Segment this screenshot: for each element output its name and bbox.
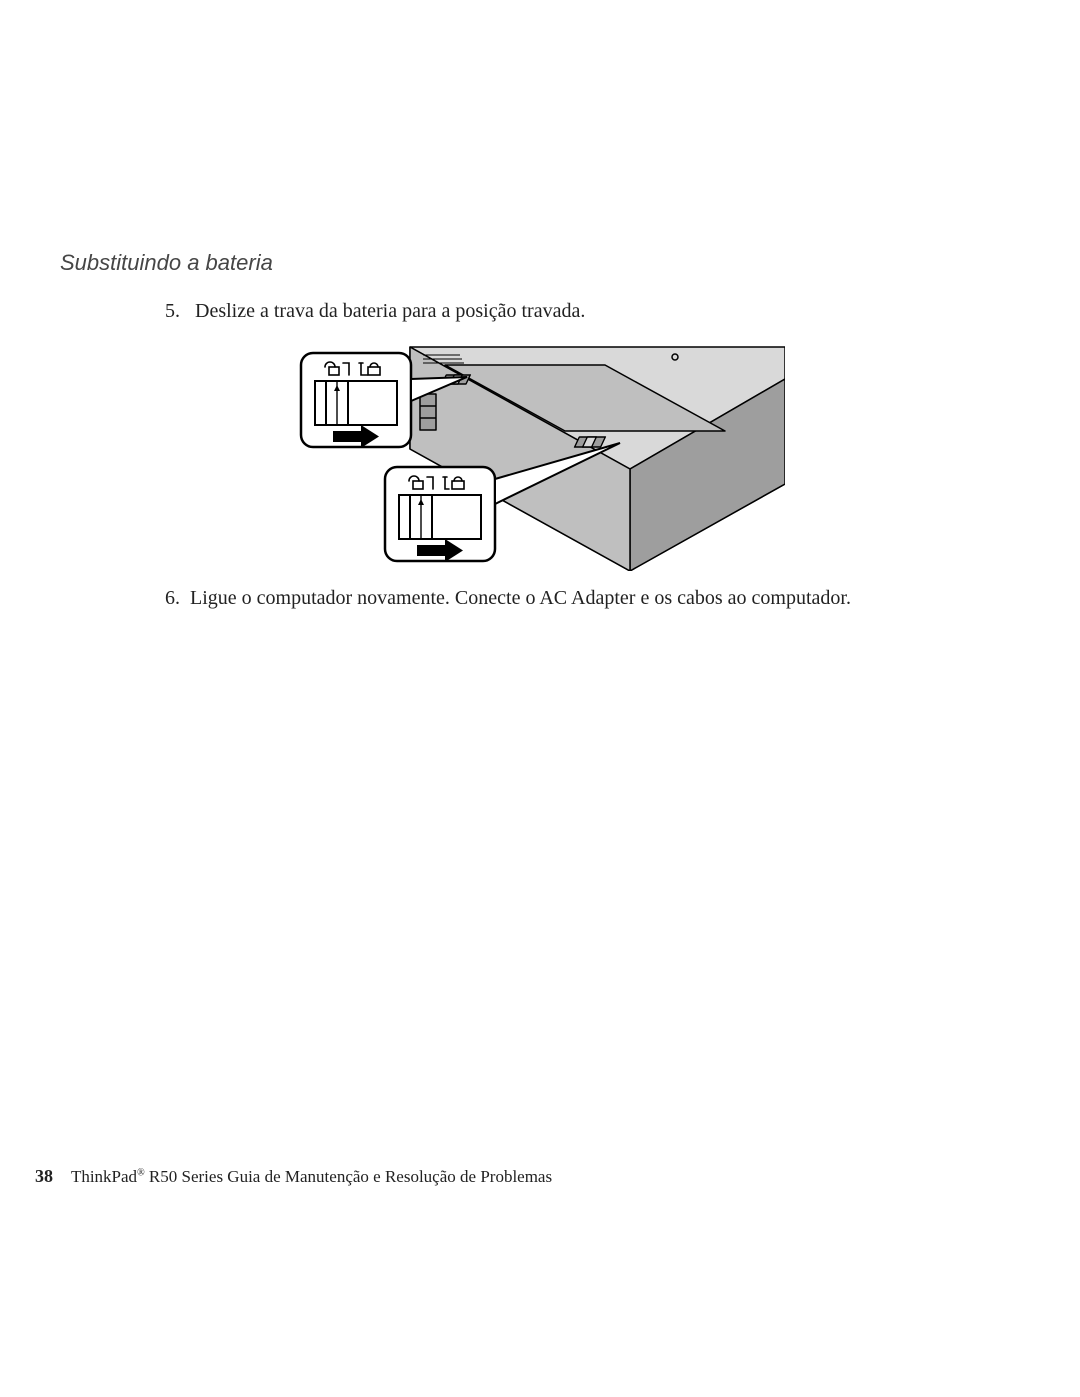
footer-prefix: ThinkPad <box>71 1167 137 1186</box>
step-6: 6. Ligue o computador novamente. Conecte… <box>165 585 851 612</box>
battery-latch-figure <box>295 339 785 571</box>
page-number: 38 <box>35 1166 53 1186</box>
step-6-number: 6. <box>165 585 190 612</box>
page-footer: 38 ThinkPad® R50 Series Guia de Manutenç… <box>35 1166 552 1187</box>
step-5-text: Deslize a trava da bateria para a posiçã… <box>195 300 585 322</box>
section-title: Substituindo a bateria <box>60 250 273 276</box>
step-6-text: Ligue o computador novamente. Conecte o … <box>190 585 851 612</box>
step-5-number: 5. <box>165 298 190 325</box>
registered-mark: ® <box>137 1167 145 1178</box>
step-5: 5. Deslize a trava da bateria para a pos… <box>165 298 585 325</box>
footer-rest: R50 Series Guia de Manutenção e Resoluçã… <box>145 1167 552 1186</box>
